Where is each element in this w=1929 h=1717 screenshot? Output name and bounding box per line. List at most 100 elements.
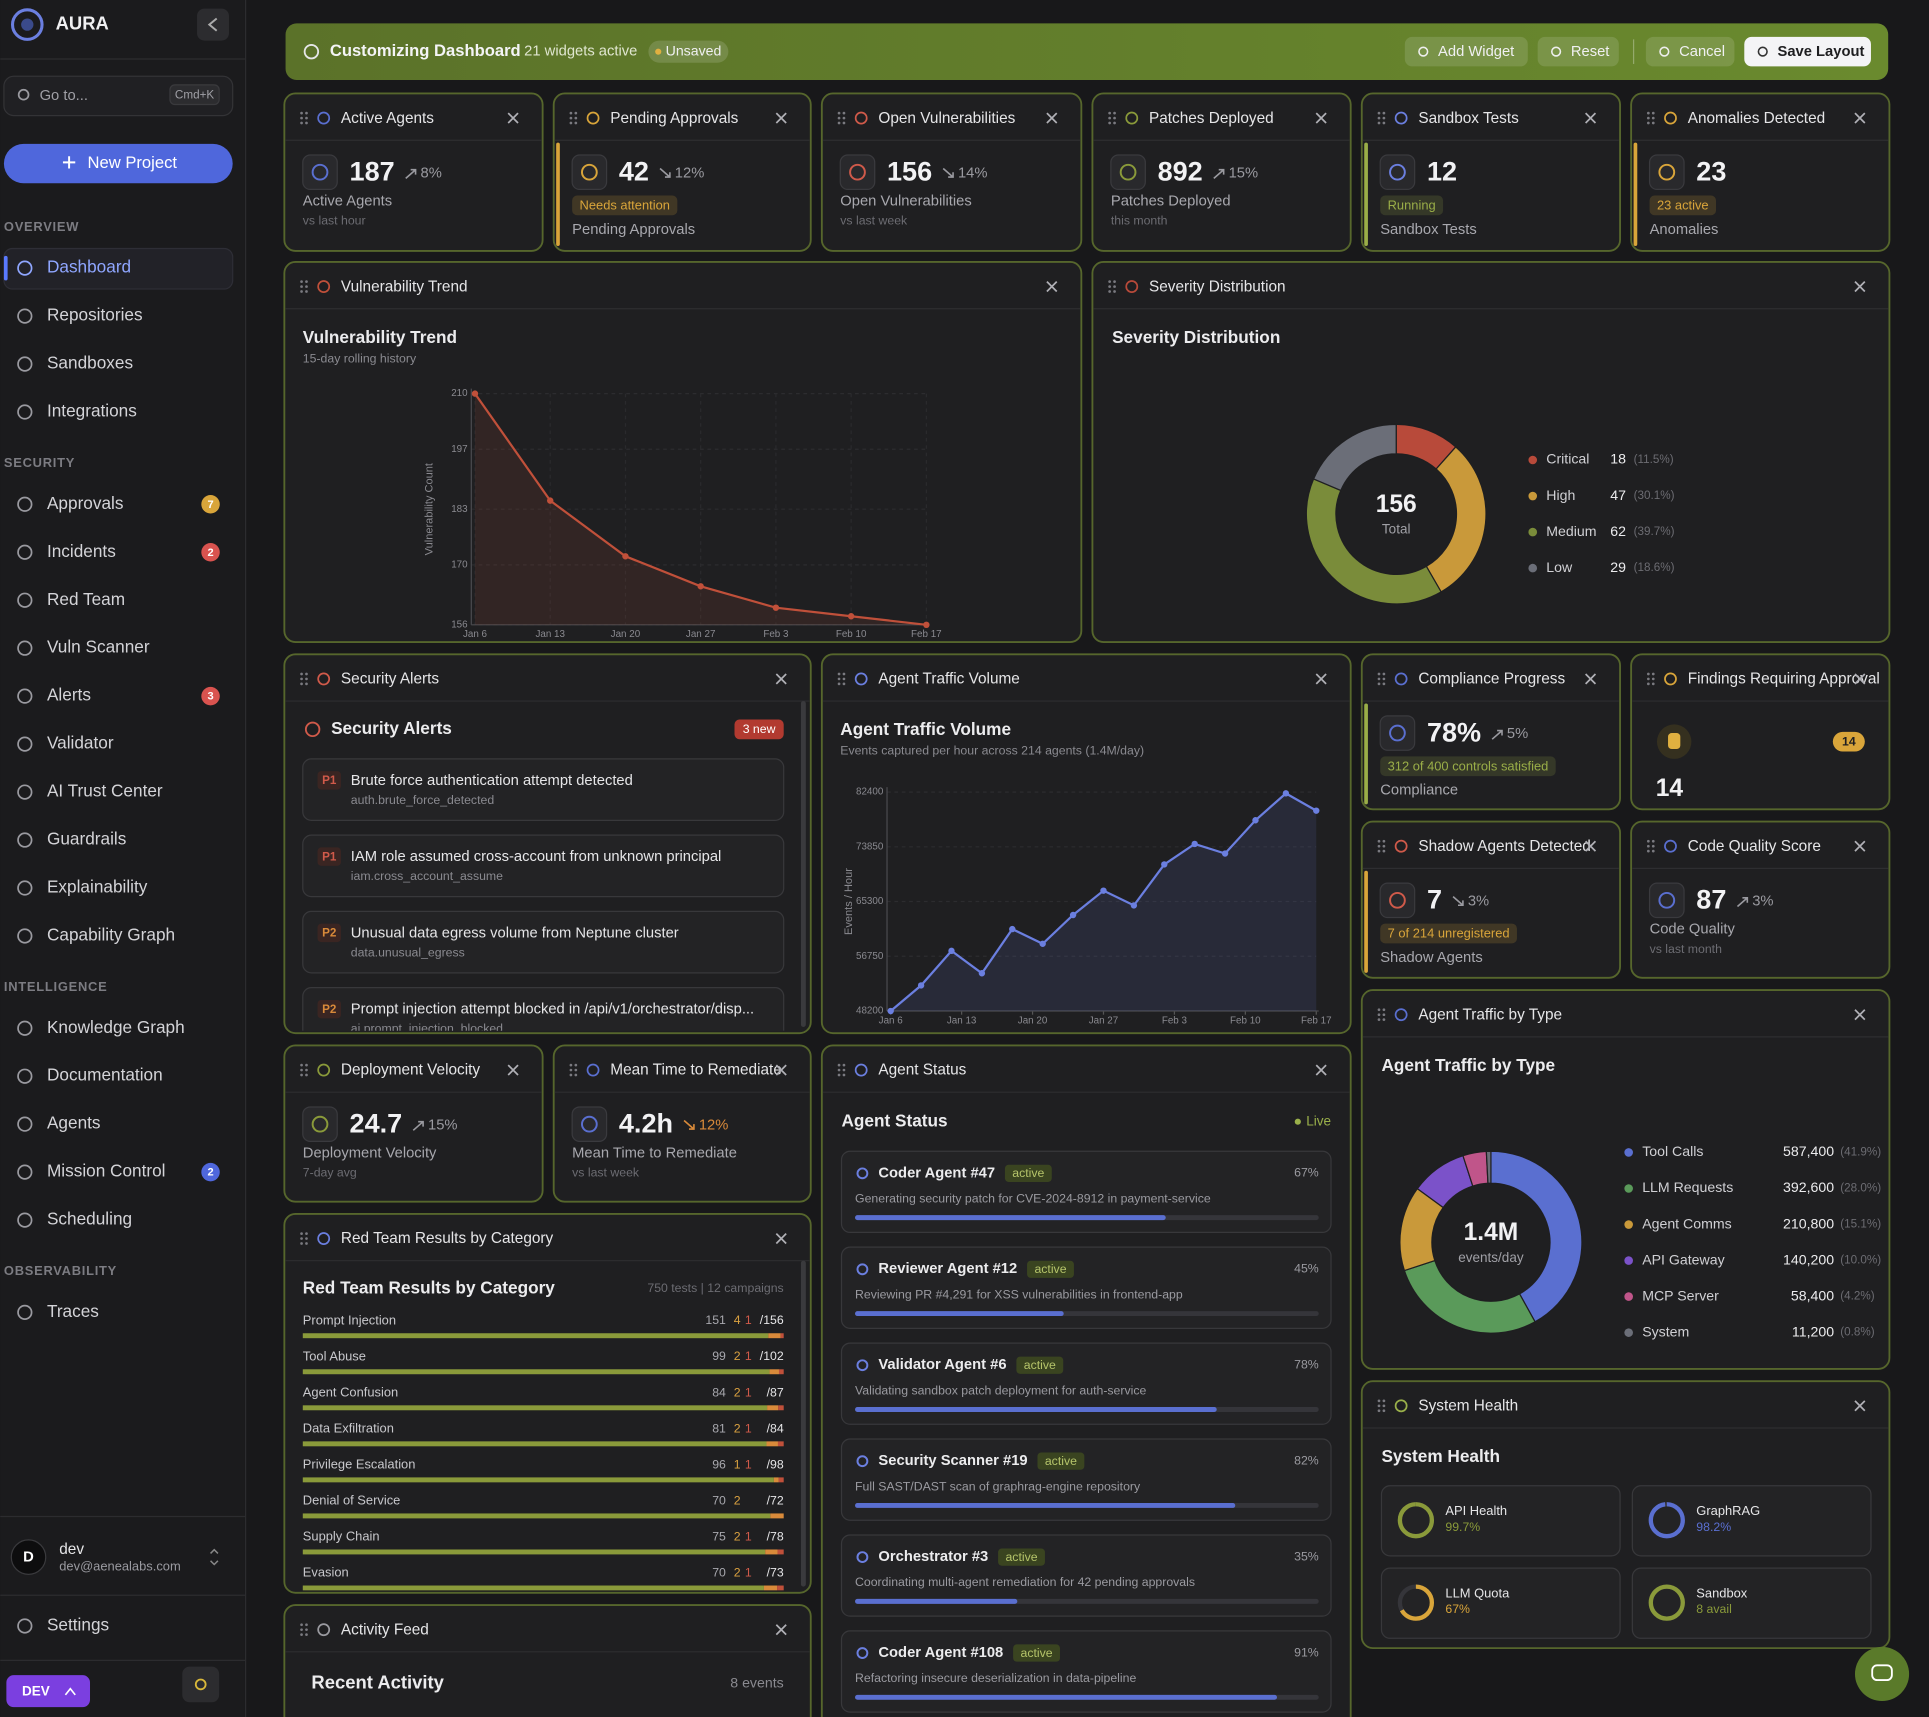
metric-value: 24.7 — [350, 1109, 403, 1139]
close-button[interactable] — [1854, 840, 1866, 852]
nav-item[interactable] — [4, 533, 233, 574]
toolbar-button[interactable] — [1537, 36, 1619, 67]
brand: AURA — [56, 12, 109, 33]
agent-item[interactable] — [840, 1630, 1332, 1713]
close-button[interactable] — [1854, 673, 1866, 685]
alert-item[interactable] — [302, 910, 785, 974]
metric-value: 156 — [887, 157, 932, 187]
agent-item[interactable] — [840, 1342, 1332, 1425]
toolbar-button[interactable] — [1744, 36, 1871, 67]
agent-item[interactable] — [840, 1438, 1332, 1521]
widget-card — [552, 92, 812, 252]
widget-card — [1360, 92, 1621, 252]
close-button[interactable] — [1854, 281, 1866, 293]
trend-arrow — [412, 1120, 424, 1131]
agent-progress-label: 35% — [1294, 1549, 1319, 1563]
new-badge — [734, 719, 784, 740]
metric-badge — [1649, 195, 1717, 216]
toolbar-button[interactable] — [1404, 36, 1528, 67]
widget-card — [283, 261, 1083, 643]
close-button[interactable] — [1315, 1064, 1327, 1076]
new-project-button[interactable] — [3, 143, 233, 184]
close-button[interactable] — [507, 1064, 519, 1076]
drag-handle — [1646, 116, 1650, 120]
drag-handle — [569, 1068, 573, 1072]
chat-button[interactable] — [1854, 1646, 1910, 1702]
close-button[interactable] — [775, 673, 787, 685]
collapse-button[interactable] — [197, 8, 229, 41]
alert-item[interactable] — [302, 758, 785, 821]
close-button[interactable] — [775, 112, 787, 124]
close-button[interactable] — [1315, 673, 1327, 685]
close-button[interactable] — [775, 1064, 787, 1076]
alert-item[interactable] — [302, 834, 785, 898]
nav-item[interactable] — [4, 1293, 233, 1334]
nav-active-bar — [3, 255, 8, 281]
metric-icon — [311, 163, 329, 181]
status-tag — [998, 1548, 1045, 1566]
close-button[interactable] — [1315, 112, 1327, 124]
drag-handle — [1382, 844, 1386, 848]
x-tick-label: Jan 6 — [879, 1015, 904, 1026]
close-button[interactable] — [1585, 112, 1597, 124]
close-button[interactable] — [1046, 112, 1058, 124]
close-button[interactable] — [507, 112, 519, 124]
alert-item[interactable] — [302, 987, 785, 1049]
nav-badge — [201, 543, 220, 562]
env-badge[interactable] — [6, 1675, 91, 1708]
widget-body: 12 Running Sandbox Tests — [1364, 142, 1477, 246]
drag-handle — [569, 121, 573, 125]
drag-handle — [1651, 844, 1655, 848]
button-icon — [1757, 46, 1768, 57]
drag-handle — [837, 1073, 841, 1077]
theme-button[interactable] — [182, 1666, 220, 1703]
priority-tag — [317, 847, 341, 866]
data-point — [471, 390, 479, 397]
settings-item[interactable] — [4, 1606, 233, 1645]
alert-code: ai.prompt_injection_blocked — [351, 1022, 503, 1036]
close-button[interactable] — [775, 1624, 787, 1636]
widget-card — [1360, 820, 1621, 979]
x-tick-label: Jan 13 — [535, 629, 565, 640]
nav-item[interactable] — [4, 1104, 233, 1145]
toolbar-button[interactable] — [1645, 36, 1735, 67]
widget-title: Patches Deployed — [1149, 110, 1274, 127]
agent-item[interactable] — [840, 1534, 1332, 1617]
close-button[interactable] — [1854, 1400, 1866, 1412]
drag-handle — [300, 116, 303, 120]
drag-handle — [300, 1063, 303, 1067]
close-button[interactable] — [775, 1233, 787, 1245]
status-tag — [1027, 1260, 1074, 1278]
metric-icon — [1119, 163, 1137, 181]
drag-handle — [1377, 1013, 1381, 1017]
close-button[interactable] — [1585, 840, 1597, 852]
nav-item[interactable] — [4, 724, 233, 765]
agent-item[interactable] — [840, 1246, 1332, 1329]
total-label: /78 — [767, 1529, 784, 1543]
nav-item[interactable] — [4, 676, 233, 717]
drag-handle — [1108, 116, 1111, 120]
x-tick-label: Feb 17 — [1301, 1015, 1332, 1026]
agent-item[interactable] — [840, 1150, 1332, 1234]
chart-title: Vulnerability Trend — [303, 327, 457, 347]
close-button[interactable] — [1854, 1009, 1866, 1021]
category-label: Data Exfiltration — [303, 1420, 394, 1435]
metric-value: 42 — [619, 157, 649, 187]
agent-status: active — [1005, 1550, 1037, 1564]
close-button[interactable] — [1046, 281, 1058, 293]
drag-handle — [837, 121, 841, 125]
legend-value: 11,200 — [1792, 1323, 1834, 1339]
line-area — [890, 793, 1317, 1012]
drag-handle — [305, 1628, 308, 1632]
widget-title: Active Agents — [341, 110, 434, 127]
metric-value: 187 — [350, 157, 395, 187]
metric-label: Active Agents — [303, 194, 392, 210]
data-point — [887, 1007, 894, 1015]
close-button[interactable] — [1585, 673, 1597, 685]
close-button[interactable] — [1854, 112, 1866, 124]
status-tag — [1004, 1164, 1052, 1182]
metric-icon-box — [302, 1106, 338, 1143]
category-label: Denial of Service — [303, 1493, 401, 1508]
bar-segment — [768, 1333, 781, 1339]
x-tick-label: Jan 6 — [463, 629, 488, 640]
